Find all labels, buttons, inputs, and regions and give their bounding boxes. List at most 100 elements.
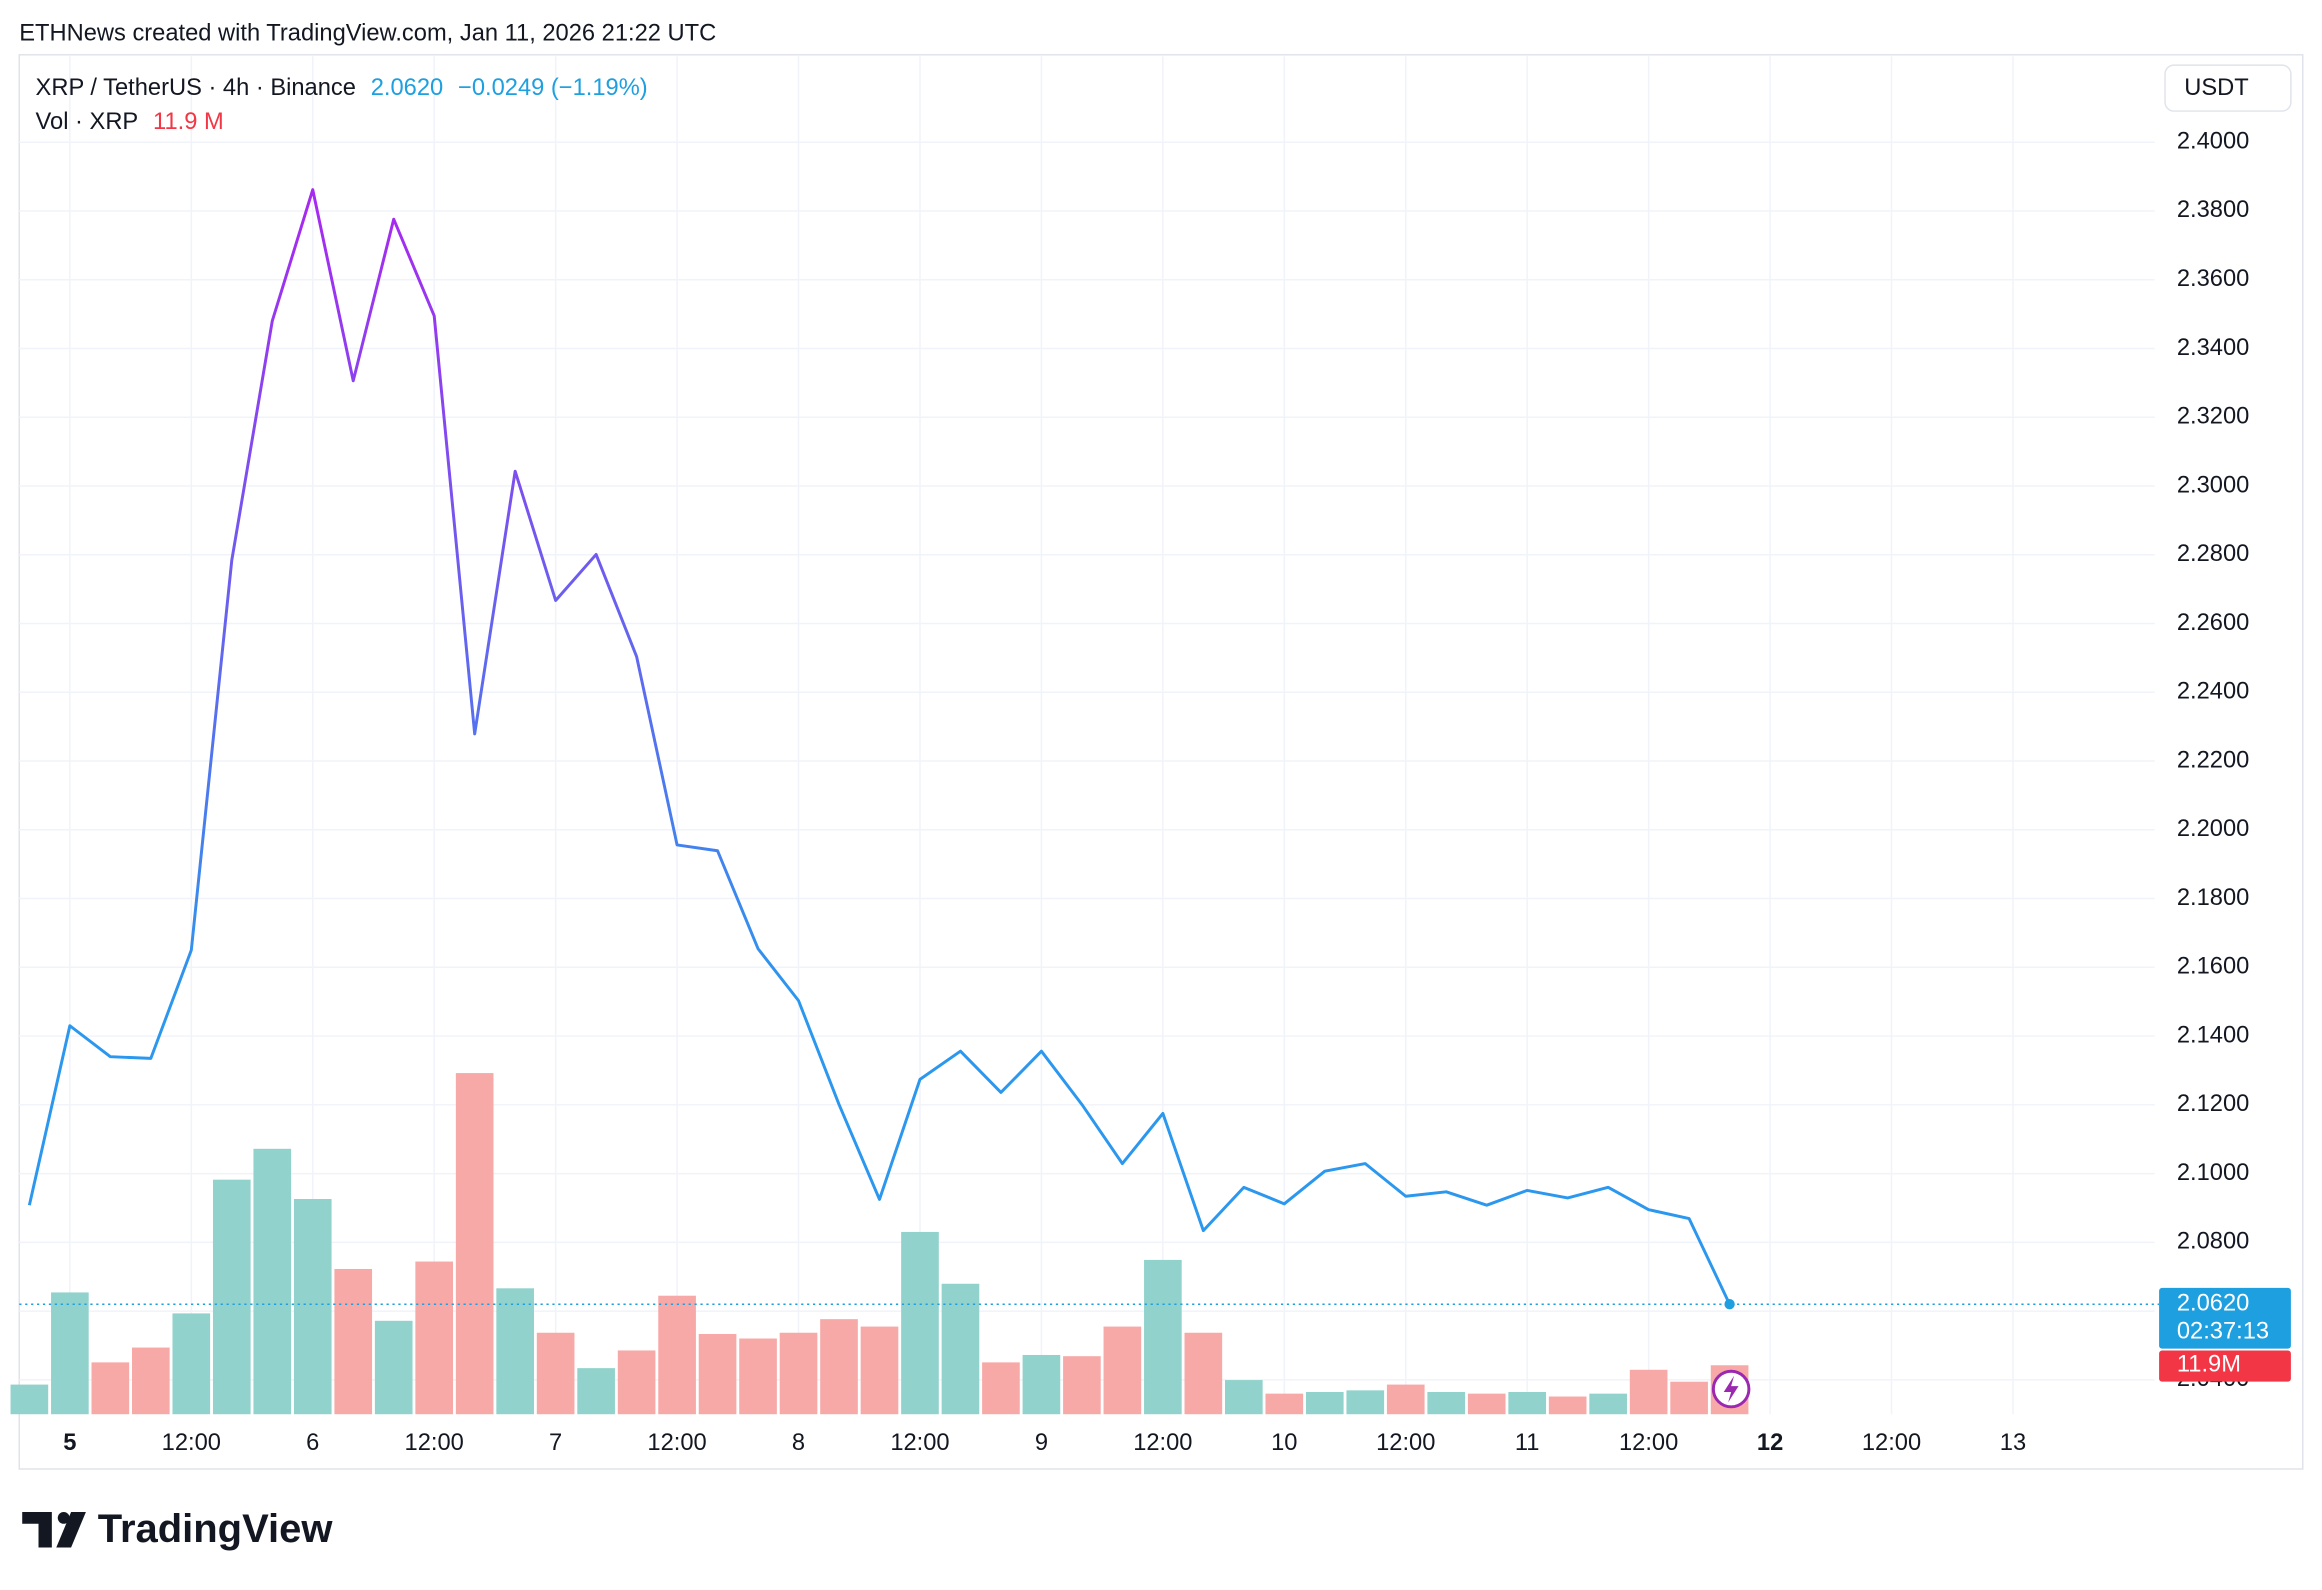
volume-bar [536,1332,575,1415]
x-tick-label: 7 [549,1430,562,1456]
y-tick-label: 2.2800 [2177,541,2249,567]
volume-bar [51,1292,89,1415]
x-tick-label: 12:00 [162,1430,221,1456]
y-tick-label: 2.0800 [2177,1229,2249,1255]
volume-bar [253,1148,292,1415]
alert-icon[interactable] [1711,1369,1751,1409]
volume-bar [1467,1393,1506,1415]
volume-bar [1629,1369,1668,1415]
volume-bar [1427,1392,1466,1415]
y-tick-label: 2.2200 [2177,747,2249,773]
y-tick-label: 2.1000 [2177,1160,2249,1186]
volume-bar [415,1261,454,1415]
price-box [2159,1287,2291,1349]
volume-bar [1184,1332,1223,1415]
currency-button[interactable] [2164,64,2292,112]
price-axis: 2.04002.06002.08002.10002.12002.14002.16… [63,128,2249,1456]
x-tick-label: 12:00 [890,1430,949,1456]
plot [19,188,2160,1310]
y-tick-label: 2.1600 [2177,954,2249,980]
y-tick-label: 2.3000 [2177,472,2249,498]
volume-bar [901,1231,939,1415]
x-tick-label: 12:00 [647,1430,706,1456]
x-tick-label: 6 [306,1430,319,1456]
volume-bar [1224,1380,1263,1415]
chart-frame [18,54,2304,1470]
countdown: 02:37:13 [2177,1319,2269,1345]
volume-box-label: 11.9M [2177,1352,2241,1378]
volume-bar [1508,1392,1547,1415]
volume-bar [334,1268,373,1415]
volume-bar [1265,1393,1304,1415]
x-tick-label: 12:00 [1619,1430,1678,1456]
x-tick-label: 5 [63,1430,76,1456]
volume-bar [577,1368,615,1415]
y-tick-label: 2.1800 [2177,885,2249,911]
y-tick-label: 2.1200 [2177,1091,2249,1117]
volume-bar [1022,1354,1061,1415]
y-tick-label: 2.2400 [2177,679,2249,705]
y-tick-label: 2.4000 [2177,128,2249,154]
last-point [1724,1299,1735,1310]
x-tick-label: 8 [792,1430,805,1456]
x-tick-label: 13 [2000,1430,2026,1456]
volume-name: Vol · XRP [36,109,139,135]
volume-bar [212,1179,251,1415]
price-line [27,188,1731,1305]
x-tick-label: 9 [1035,1430,1048,1456]
volume-bar [1589,1393,1627,1415]
logo-dot [57,1511,70,1524]
volume-bar [779,1332,818,1415]
y-tick-label: 2.2000 [2177,816,2249,842]
lightning[interactable] [1723,1375,1739,1403]
logo-slash [56,1511,86,1548]
logo: TradingView [22,1507,333,1551]
volume-bar [172,1313,211,1415]
x-tick-label: 12:00 [1133,1430,1192,1456]
x-tick-label: 10 [1271,1430,1297,1456]
volume-bar [496,1288,534,1415]
x-tick-label: 12:00 [1862,1430,1921,1456]
brand: TradingView [98,1507,334,1551]
volume-bar [860,1326,899,1415]
x-tick-label: 12:00 [405,1430,464,1456]
volume-bar [131,1347,170,1415]
grid [19,56,2155,1415]
legend-main: XRP / TetherUS · 4h · Binance 2.0620 −0.02… [36,75,648,101]
currency-label[interactable]: USDT [2184,75,2248,101]
volume-bar [1386,1384,1425,1415]
volume-value: 11.9 M [153,109,224,135]
volume-bar [1305,1392,1344,1415]
axis-labels: 2.0620 02:37:13 11.9M [2159,1287,2291,1382]
volume-bar [10,1384,49,1415]
volume-bar [820,1319,858,1415]
volume-bar [1063,1356,1101,1415]
x-tick-label: 12 [1757,1430,1783,1456]
volume-bar [1548,1396,1587,1415]
y-tick-label: 2.3800 [2177,197,2249,223]
volume-box [2159,1350,2291,1382]
volume-bar [293,1199,332,1415]
volume-bar [374,1320,413,1415]
volume [10,1073,1749,1415]
price-box-label: 2.0620 [2177,1290,2249,1316]
x-tick-label: 12:00 [1376,1430,1435,1456]
price-change: −0.0249 (−1.19%) [458,75,648,101]
volume-bar [1670,1381,1708,1415]
volume-bar [739,1338,777,1415]
y-tick-label: 2.3600 [2177,266,2249,292]
volume-bar [941,1283,980,1415]
logo-t [22,1511,52,1548]
volume-bar [1103,1326,1142,1415]
volume-bar [1346,1390,1385,1415]
legend-volume: Vol · XRP 11.9 M [36,109,224,135]
x-tick-label: 11 [1515,1430,1540,1456]
header-text: ETHNews created with TradingView.com, Ja… [19,20,716,46]
volume-bar [455,1073,494,1415]
y-tick-label: 2.2600 [2177,610,2249,636]
volume-bar [91,1362,130,1415]
volume-bar [698,1333,737,1415]
y-tick-label: 2.3400 [2177,335,2249,361]
y-tick-label: 2.1400 [2177,1022,2249,1048]
